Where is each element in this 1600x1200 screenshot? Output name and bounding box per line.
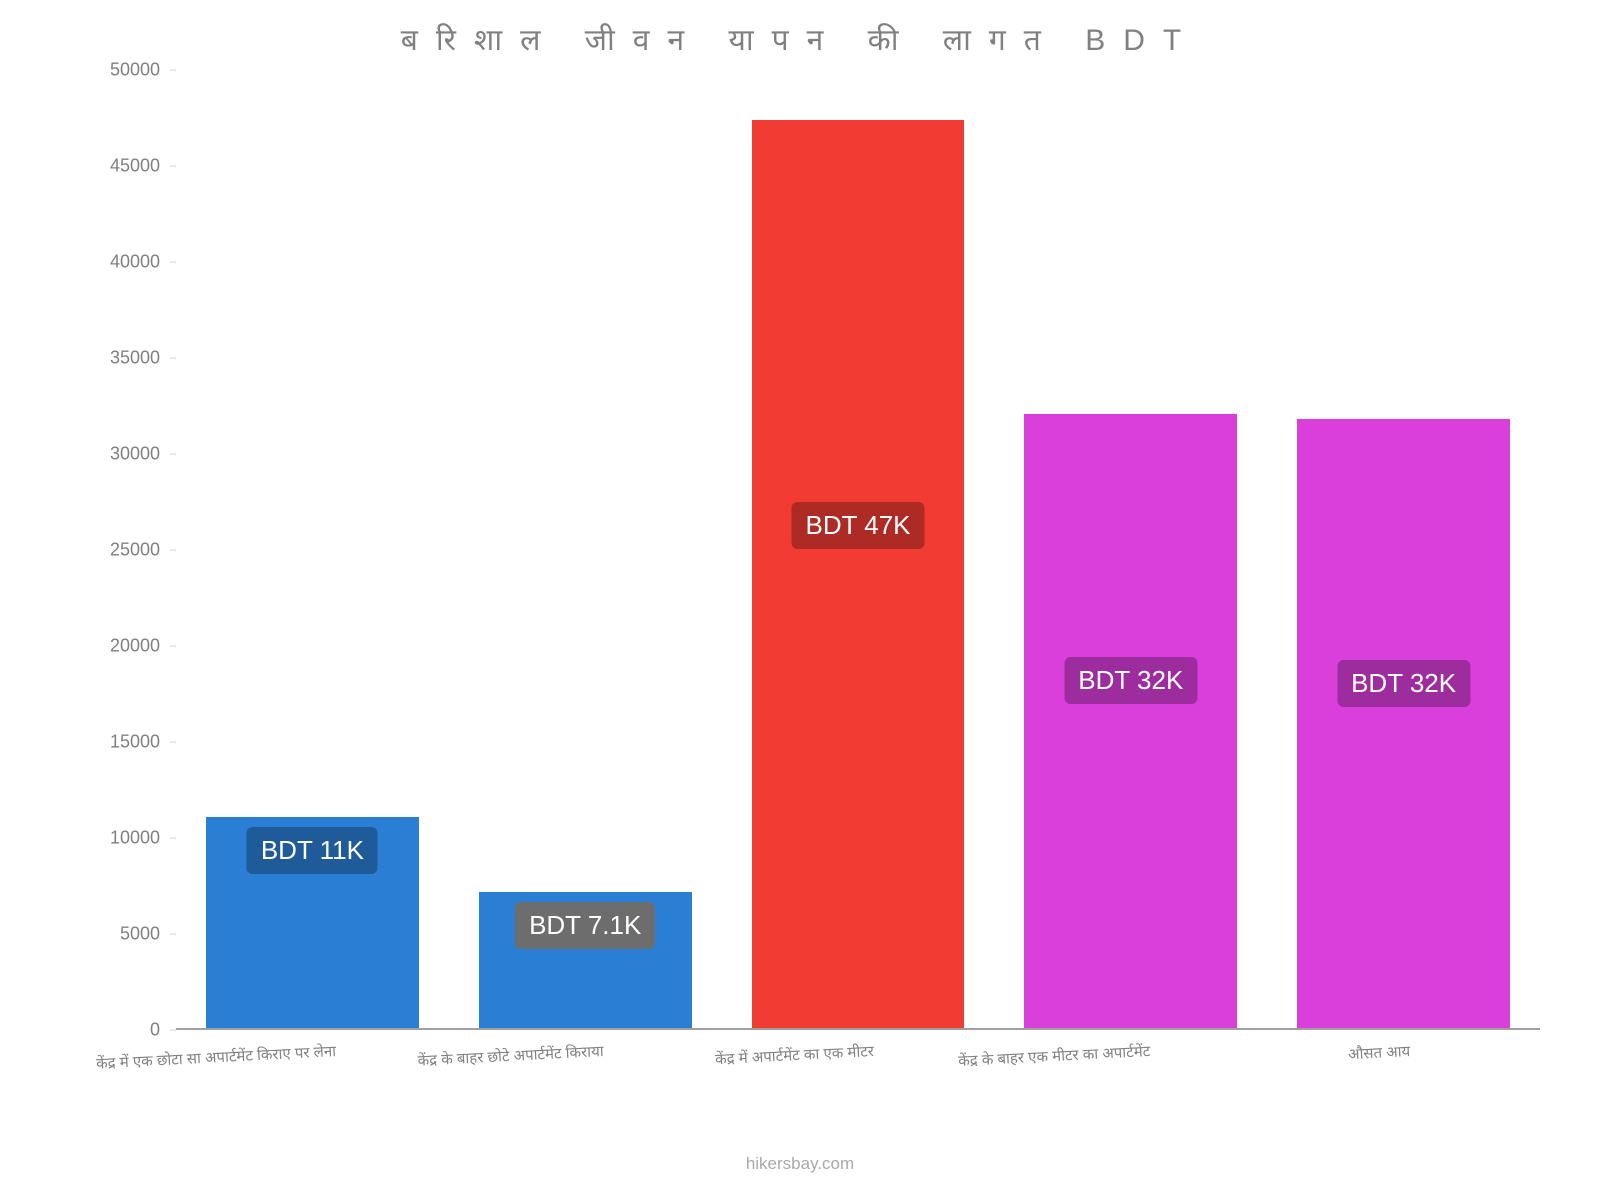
- y-tick-label: 50000: [100, 60, 160, 81]
- x-axis-baseline: [176, 1028, 1540, 1030]
- bar: [1297, 419, 1510, 1028]
- bar-slot: BDT 32K: [994, 70, 1267, 1030]
- bar: [752, 120, 965, 1028]
- y-tick-label: 30000: [100, 444, 160, 465]
- y-tick-label: 35000: [100, 348, 160, 369]
- bar-slot: BDT 11K: [176, 70, 449, 1030]
- bar-slot: BDT 32K: [1267, 70, 1540, 1030]
- y-tick-label: 10000: [100, 828, 160, 849]
- y-tick-label: 20000: [100, 636, 160, 657]
- bar-slot: BDT 7.1K: [449, 70, 722, 1030]
- x-axis-category-label: केंद्र में अपार्टमेंट का एक मीटर: [715, 1041, 875, 1069]
- bar: [1024, 414, 1237, 1028]
- y-tick-label: 5000: [100, 924, 160, 945]
- x-axis-category-label: केंद्र के बाहर छोटे अपार्टमेंट किराया: [417, 1041, 604, 1071]
- y-tick-label: 15000: [100, 732, 160, 753]
- bar-value-badge: BDT 11K: [247, 827, 378, 874]
- bar-value-badge: BDT 32K: [1064, 657, 1197, 704]
- y-tick-label: 45000: [100, 156, 160, 177]
- bars-area: BDT 11K BDT 7.1K BDT 47K BDT 32K BDT 32K: [176, 70, 1540, 1030]
- y-tick-label: 40000: [100, 252, 160, 273]
- bar-value-badge: BDT 7.1K: [515, 902, 655, 949]
- chart-title: बरिशाल जीवन यापन की लागत BDT: [0, 18, 1600, 59]
- y-tick-label: 0: [100, 1020, 160, 1041]
- bar-slot: BDT 47K: [722, 70, 995, 1030]
- bar-value-badge: BDT 47K: [791, 502, 924, 549]
- x-axis-category-label: औसत आय: [1347, 1041, 1410, 1064]
- chart-container: बरिशाल जीवन यापन की लागत BDT 0 5000 10000 1…: [0, 0, 1600, 1200]
- y-tick-label: 25000: [100, 540, 160, 561]
- bar-value-badge: BDT 32K: [1337, 660, 1470, 707]
- x-axis-labels: केंद्र में एक छोटा सा अपार्टमेंट किराए प…: [176, 1035, 1540, 1095]
- attribution-text: hikersbay.com: [0, 1154, 1600, 1174]
- x-axis-category-label: केंद्र में एक छोटा सा अपार्टमेंट किराए प…: [96, 1041, 337, 1074]
- plot-area: 0500010000150002000025000300003500040000…: [100, 70, 1560, 1030]
- x-axis-category-label: केंद्र के बाहर एक मीटर का अपार्टमेंट: [957, 1041, 1150, 1071]
- y-axis: 0500010000150002000025000300003500040000…: [100, 70, 170, 1030]
